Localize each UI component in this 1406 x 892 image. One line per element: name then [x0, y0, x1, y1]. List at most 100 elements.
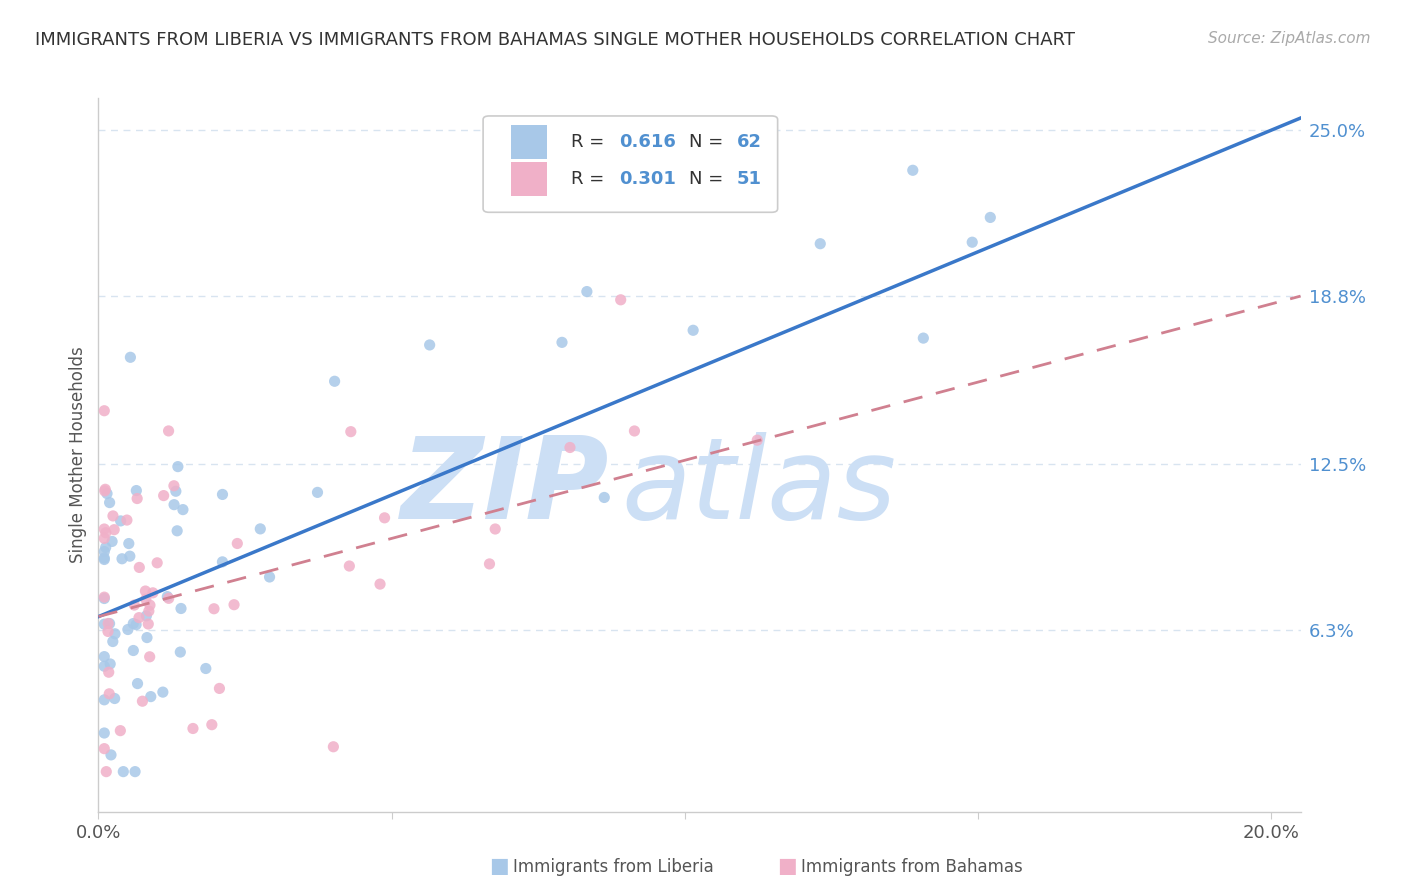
- Point: [93, 590, 115, 604]
- Text: ZIP: ZIP: [401, 432, 609, 542]
- Point: [165, 484, 187, 499]
- Point: [101, 508, 124, 523]
- Point: [93, 726, 115, 740]
- Point: [93, 617, 115, 632]
- Point: [93, 544, 115, 558]
- Point: [157, 424, 180, 438]
- Point: [97, 624, 120, 639]
- Point: [551, 335, 574, 350]
- Point: [101, 634, 124, 648]
- Point: [125, 483, 148, 498]
- Point: [96, 486, 118, 500]
- Point: [117, 623, 139, 637]
- Text: Immigrants from Liberia: Immigrants from Liberia: [513, 858, 714, 876]
- Point: [340, 425, 363, 439]
- Point: [222, 598, 245, 612]
- FancyBboxPatch shape: [510, 125, 547, 159]
- Point: [259, 570, 281, 584]
- Point: [93, 741, 115, 756]
- Point: [163, 498, 186, 512]
- Point: [103, 523, 125, 537]
- Point: [194, 661, 217, 675]
- Y-axis label: Single Mother Households: Single Mother Households: [69, 347, 87, 563]
- Point: [93, 693, 115, 707]
- Point: [93, 649, 115, 664]
- Point: [128, 610, 150, 624]
- Text: N =: N =: [689, 133, 728, 151]
- Point: [575, 285, 598, 299]
- Point: [208, 681, 231, 696]
- Point: [478, 557, 501, 571]
- Point: [337, 559, 360, 574]
- Point: [128, 560, 150, 574]
- Point: [368, 577, 391, 591]
- Point: [249, 522, 271, 536]
- Point: [93, 483, 115, 498]
- Point: [152, 489, 174, 503]
- Point: [163, 479, 186, 493]
- Point: [747, 433, 769, 447]
- Point: [122, 643, 145, 657]
- Point: [167, 459, 190, 474]
- Point: [374, 511, 396, 525]
- FancyBboxPatch shape: [484, 116, 778, 212]
- Point: [593, 491, 616, 505]
- Point: [211, 487, 233, 501]
- Text: N =: N =: [689, 169, 728, 187]
- Point: [118, 549, 141, 564]
- Point: [808, 236, 831, 251]
- Point: [484, 522, 506, 536]
- Point: [181, 722, 204, 736]
- Point: [93, 403, 115, 417]
- Point: [93, 591, 115, 606]
- Point: [94, 541, 117, 555]
- Text: Source: ZipAtlas.com: Source: ZipAtlas.com: [1208, 31, 1371, 46]
- Point: [169, 645, 191, 659]
- Point: [94, 525, 117, 540]
- Point: [98, 616, 121, 631]
- Point: [111, 551, 134, 566]
- Point: [104, 627, 127, 641]
- Point: [94, 483, 117, 497]
- Point: [307, 485, 329, 500]
- Point: [93, 659, 115, 673]
- Point: [166, 524, 188, 538]
- Point: [322, 739, 344, 754]
- Text: ■: ■: [489, 856, 509, 876]
- Point: [98, 495, 121, 509]
- Text: R =: R =: [571, 133, 610, 151]
- Text: 62: 62: [737, 133, 762, 151]
- Text: R =: R =: [571, 169, 610, 187]
- Point: [134, 584, 156, 599]
- Point: [135, 608, 157, 623]
- Point: [112, 764, 135, 779]
- FancyBboxPatch shape: [510, 161, 547, 196]
- Point: [120, 351, 142, 365]
- Point: [226, 536, 249, 550]
- Point: [138, 649, 160, 664]
- Point: [124, 598, 146, 612]
- Point: [558, 441, 581, 455]
- Point: [93, 552, 115, 566]
- Point: [157, 591, 180, 606]
- Point: [131, 694, 153, 708]
- Text: Immigrants from Bahamas: Immigrants from Bahamas: [801, 858, 1024, 876]
- Point: [101, 534, 124, 549]
- Point: [127, 491, 149, 506]
- Point: [115, 513, 138, 527]
- Point: [110, 723, 132, 738]
- Point: [96, 764, 118, 779]
- Point: [211, 555, 233, 569]
- Text: 51: 51: [737, 169, 762, 187]
- Text: atlas: atlas: [621, 432, 897, 542]
- Point: [124, 764, 146, 779]
- Point: [979, 211, 1001, 225]
- Point: [152, 685, 174, 699]
- Point: [93, 551, 115, 566]
- Point: [901, 163, 924, 178]
- Point: [118, 536, 141, 550]
- Point: [912, 331, 935, 345]
- Point: [110, 514, 132, 528]
- Point: [156, 590, 179, 604]
- Point: [323, 374, 346, 388]
